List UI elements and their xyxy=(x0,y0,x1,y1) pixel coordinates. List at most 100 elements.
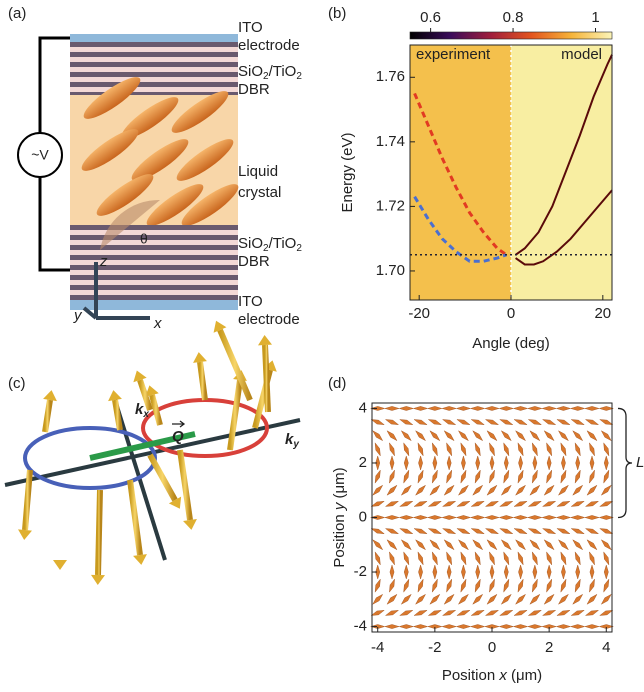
director-arrow xyxy=(532,470,537,483)
director-arrow xyxy=(404,552,409,565)
label-part: Position xyxy=(442,667,500,684)
director-arrow xyxy=(589,552,594,565)
director-arrow xyxy=(501,485,511,495)
director-arrow xyxy=(476,565,480,579)
director-arrow xyxy=(544,540,554,550)
director-arrow xyxy=(399,624,413,628)
label-part: Position xyxy=(331,510,348,568)
director-arrow xyxy=(561,552,566,565)
director-arrow xyxy=(504,552,509,565)
director-arrow xyxy=(514,624,528,628)
director-arrow xyxy=(576,565,580,579)
director-arrow xyxy=(414,515,428,519)
director-arrow xyxy=(373,485,383,495)
panel-label: (a) xyxy=(8,5,26,22)
director-arrow xyxy=(432,470,437,483)
director-arrow xyxy=(471,419,484,424)
director-arrow xyxy=(442,406,456,410)
dbr-layer xyxy=(70,235,238,240)
director-arrow xyxy=(416,431,426,441)
director-arrow xyxy=(518,552,523,565)
director-arrow xyxy=(518,443,523,456)
theta-label: θ xyxy=(140,231,148,247)
director-arrow xyxy=(561,565,565,579)
director-arrow xyxy=(475,579,480,592)
director-arrow xyxy=(514,419,527,424)
director-arrow xyxy=(442,624,456,628)
director-arrow xyxy=(433,565,437,579)
director-arrow xyxy=(516,431,526,441)
dbr-layer xyxy=(70,67,238,72)
dbr-layer xyxy=(70,250,238,255)
director-arrow xyxy=(586,610,599,615)
director-arrow xyxy=(401,594,411,604)
director-arrow xyxy=(571,610,584,615)
director-arrow xyxy=(418,456,422,470)
spin-shaft xyxy=(220,330,250,400)
director-arrow xyxy=(373,594,383,604)
director-arrow xyxy=(471,406,485,410)
dbr-top xyxy=(70,42,238,97)
director-arrow xyxy=(428,406,442,410)
period-label: L xyxy=(636,454,644,471)
director-arrow xyxy=(385,515,399,519)
x-tick-label: 4 xyxy=(602,639,610,656)
experiment-region xyxy=(410,45,511,300)
director-arrow xyxy=(428,501,441,506)
director-arrow xyxy=(489,470,494,483)
colorbar-tick-label: 0.6 xyxy=(420,9,441,26)
director-arrow xyxy=(404,470,409,483)
director-arrow xyxy=(404,456,408,470)
director-arrow xyxy=(404,443,409,456)
director-arrow xyxy=(400,419,413,424)
director-arrow xyxy=(443,610,456,615)
director-arrow xyxy=(543,419,556,424)
x-tick-label: 2 xyxy=(545,639,553,656)
director-arrow xyxy=(587,431,597,441)
director-arrow xyxy=(457,419,470,424)
director-arrow xyxy=(556,624,570,628)
spin-head xyxy=(108,390,122,401)
director-arrow xyxy=(575,443,580,456)
director-arrow xyxy=(371,529,384,534)
x-tick-label: -2 xyxy=(428,639,441,656)
director-arrow xyxy=(414,624,428,628)
director-arrow xyxy=(430,485,440,495)
director-arrow xyxy=(587,485,597,495)
dbr-layer xyxy=(70,72,238,77)
director-arrow xyxy=(504,470,509,483)
director-arrow xyxy=(543,529,556,534)
colorbar xyxy=(410,32,612,39)
panel-c: (c) kx ky Q xyxy=(5,321,300,585)
director-arrow xyxy=(399,515,413,519)
spin-shaft xyxy=(200,362,205,400)
director-arrow xyxy=(575,470,580,483)
director-arrow xyxy=(604,470,609,483)
director-arrow xyxy=(530,594,540,604)
director-arrow xyxy=(473,485,483,495)
director-arrow xyxy=(514,406,528,410)
ito-top-label: electrode xyxy=(238,37,300,54)
director-arrow xyxy=(389,552,394,565)
director-arrow xyxy=(401,540,411,550)
label-part: (μm) xyxy=(331,467,348,502)
director-arrow xyxy=(475,443,480,456)
director-arrow xyxy=(576,456,580,470)
ring-red xyxy=(143,400,267,456)
figure: (a) ~V θ z y x ITO electrode SiO2/TiO2 D… xyxy=(0,0,644,692)
director-arrow xyxy=(557,529,570,534)
director-arrow xyxy=(404,565,408,579)
spin-shaft xyxy=(265,345,268,412)
director-arrow xyxy=(430,540,440,550)
director-arrow xyxy=(533,456,537,470)
director-arrow xyxy=(528,501,541,506)
source-label: ~V xyxy=(31,147,49,163)
director-arrow xyxy=(400,610,413,615)
director-arrow xyxy=(573,594,583,604)
x-axis-label: Angle (deg) xyxy=(472,335,550,352)
ky-label: ky xyxy=(285,431,299,450)
director-arrow xyxy=(604,579,609,592)
director-arrow xyxy=(501,431,511,441)
spin-head xyxy=(183,519,197,530)
director-arrow xyxy=(514,529,527,534)
